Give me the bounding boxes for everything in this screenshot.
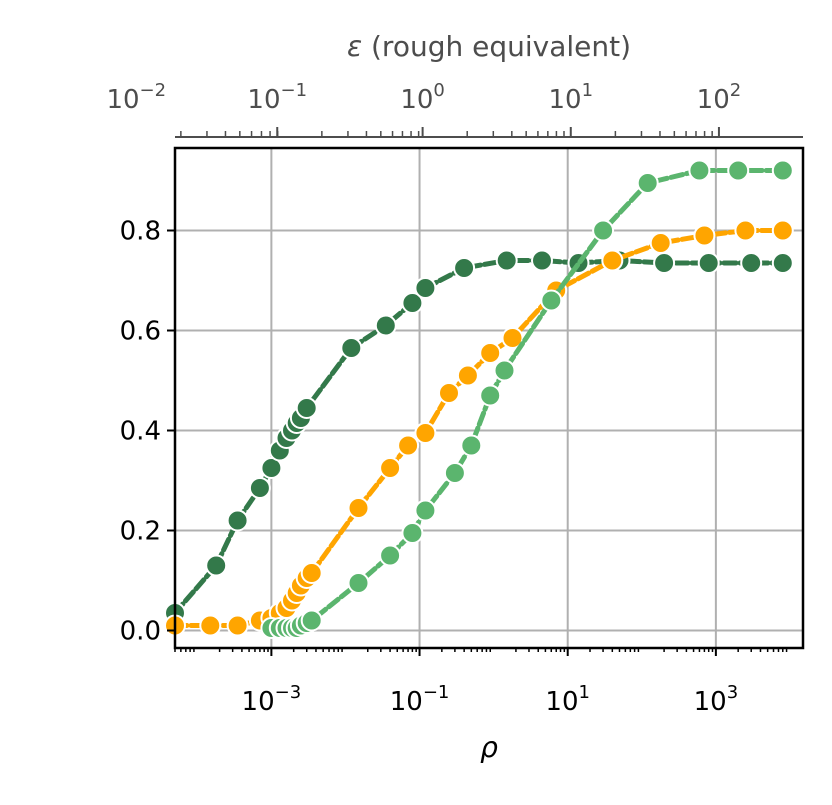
series-2-point [771, 219, 794, 242]
x-tick-base: 10 [242, 687, 275, 717]
series-2-point [734, 219, 757, 242]
top-tick-label: 100 [400, 80, 445, 115]
x-tick-exponent: 3 [727, 682, 738, 703]
series-1-point [697, 252, 720, 274]
top-tick-exponent: 0 [433, 80, 444, 101]
series-1-point [374, 314, 397, 337]
series-2-point [649, 232, 672, 254]
top-tick-base: 10 [549, 85, 582, 115]
series-3-point [300, 609, 323, 632]
series-3-point [727, 159, 750, 182]
series-3-point [443, 462, 466, 484]
series-1-point [205, 554, 228, 577]
top-tick-base: 10 [247, 85, 280, 115]
x-tick-label: 103 [694, 682, 739, 717]
series-3-point [460, 434, 483, 457]
series-1-point [295, 397, 318, 419]
x-axis-title: ρ [480, 731, 498, 764]
series-1-point [226, 509, 249, 532]
series-3-point [540, 289, 563, 312]
series-1-point [401, 292, 424, 314]
series-2-point [479, 342, 502, 364]
series-1-point [653, 252, 676, 274]
series-2-point [456, 364, 479, 387]
x-tick-exponent: 1 [579, 682, 590, 703]
series-2-point [379, 457, 402, 479]
series-2-point [693, 224, 716, 247]
x-tick-label: 10−1 [390, 682, 450, 717]
series-3-point [636, 172, 659, 194]
series-2-point [414, 422, 437, 444]
series-2-point [347, 497, 370, 519]
x-tick-label: 10−3 [242, 682, 302, 717]
top-tick-base: 10 [697, 85, 730, 115]
series-1-point [453, 257, 476, 279]
y-tick-label: 0.6 [120, 317, 161, 347]
series-2-point [397, 434, 420, 457]
x-tick-exponent: −1 [423, 682, 450, 703]
top-tick-exponent: −2 [140, 80, 167, 101]
top-tick-label: 101 [549, 80, 594, 115]
series-1-point [740, 252, 763, 274]
top-tick-label: 10−1 [247, 80, 307, 115]
y-tick-label: 0.8 [120, 217, 161, 247]
series-3-point [379, 544, 402, 567]
series-3-point [401, 522, 424, 544]
y-tick-label: 0.2 [120, 517, 161, 547]
x-tick-label: 101 [545, 682, 590, 717]
series-1-point [414, 277, 437, 299]
top-axis-title: ε (rough equivalent) [347, 30, 631, 63]
series-2-point [601, 249, 624, 272]
top-tick-label: 10−2 [106, 80, 166, 115]
series-1-point [248, 477, 271, 499]
series-2-point [438, 382, 460, 404]
x-tick-base: 10 [390, 687, 423, 717]
x-tick-exponent: −3 [275, 682, 302, 703]
series-1-point [340, 337, 363, 359]
top-tick-label: 102 [697, 80, 742, 115]
series-1-point [260, 457, 283, 479]
series-2-point [300, 562, 323, 584]
series-3-point [414, 499, 437, 522]
series-2-point [226, 614, 249, 637]
x-tick-base: 10 [694, 687, 727, 717]
series-2-point [501, 327, 524, 349]
series-3-point [688, 159, 711, 182]
x-tick-base: 10 [545, 687, 578, 717]
series-3-point [493, 359, 516, 382]
top-tick-base: 10 [400, 85, 433, 115]
plot-frame [173, 146, 805, 650]
top-axis-epsilon: ε [347, 30, 362, 63]
series-1-point [531, 249, 553, 272]
series-3-point [771, 159, 794, 182]
series-3-point [479, 384, 502, 407]
top-tick-base: 10 [106, 85, 139, 115]
top-tick-exponent: 2 [730, 80, 741, 101]
series-2-point [199, 614, 222, 637]
top-axis-caption: (rough equivalent) [362, 30, 631, 63]
series-3-point [347, 572, 370, 594]
series-1-point [495, 249, 518, 272]
top-tick-exponent: −1 [281, 80, 308, 101]
series-3-point [592, 219, 615, 242]
y-tick-label: 0.4 [120, 417, 161, 447]
series-1-line [172, 257, 786, 616]
top-tick-exponent: 1 [582, 80, 593, 101]
y-tick-label: 0.0 [120, 617, 161, 647]
series-1-point [771, 252, 794, 274]
series-layer [164, 159, 794, 639]
